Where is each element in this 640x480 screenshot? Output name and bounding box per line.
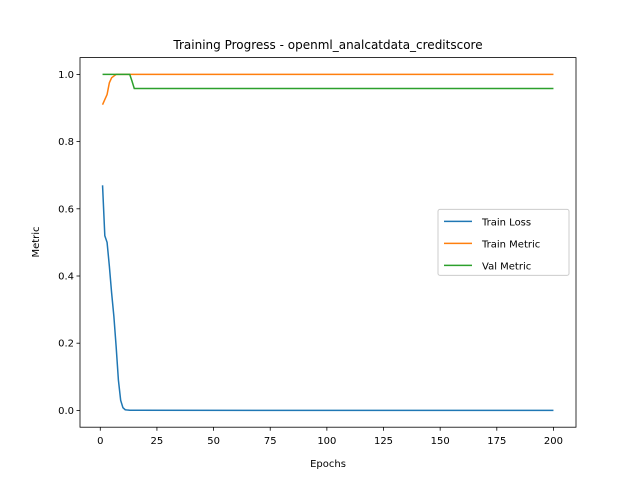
legend-label: Val Metric	[482, 261, 531, 272]
legend: Train Loss Train Metric Val Metric	[437, 208, 570, 276]
x-tick-label: 200	[544, 436, 563, 447]
y-tick-label: 0.8	[58, 137, 74, 148]
legend-label: Train Metric	[481, 239, 540, 250]
x-tick-label: 75	[264, 436, 277, 447]
x-tick-label: 125	[374, 436, 393, 447]
series-line	[102, 73, 554, 90]
y-tick-label: 0.2	[58, 339, 74, 350]
plot-frame	[79, 57, 577, 428]
x-tick-label: 0	[97, 436, 103, 447]
x-axis-label: Epochs	[310, 459, 346, 470]
legend-box	[437, 208, 570, 276]
x-tick-label: 100	[317, 436, 336, 447]
y-tick-label: 0.0	[58, 406, 74, 417]
y-tick-label: 0.6	[58, 204, 74, 215]
y-tick-label: 0.4	[58, 272, 74, 283]
legend-label: Train Loss	[481, 217, 531, 228]
x-tick-label: 25	[151, 436, 164, 447]
x-tick-label: 50	[207, 436, 220, 447]
series-line	[101, 185, 554, 412]
chart-title: Training Progress - openml_analcatdata_c…	[172, 38, 482, 52]
x-tick-label: 175	[487, 436, 506, 447]
x-tick-label: 150	[431, 436, 450, 447]
y-axis-label: Metric	[31, 226, 42, 257]
y-tick-label: 1.0	[58, 70, 74, 81]
